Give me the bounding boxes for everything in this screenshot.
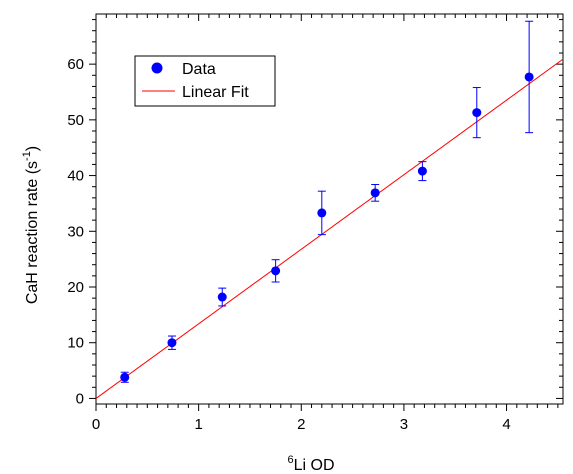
data-marker: [472, 108, 482, 118]
data-point: [167, 335, 177, 350]
data-marker: [524, 72, 534, 82]
data-marker: [120, 372, 130, 382]
data-point: [472, 87, 482, 139]
x-tick-label: 4: [502, 416, 510, 433]
linear-fit-layer: [95, 58, 564, 399]
y-tick-label: 0: [76, 390, 84, 407]
data-marker: [370, 188, 380, 198]
y-tick-label: 10: [67, 335, 84, 352]
data-point: [370, 183, 380, 202]
x-tick-label: 1: [194, 416, 202, 433]
data-point: [524, 20, 534, 134]
data-marker: [271, 266, 281, 276]
data-point: [271, 259, 281, 283]
y-tick-label: 30: [67, 223, 84, 240]
data-point: [417, 161, 427, 182]
y-tick-label: 20: [67, 279, 84, 296]
legend-label-fit: Linear Fit: [182, 84, 249, 101]
legend: Data Linear Fit: [134, 55, 276, 107]
data-marker: [417, 166, 427, 176]
axis-ticks: [89, 14, 563, 411]
x-tick-label: 0: [92, 416, 100, 433]
data-point: [217, 287, 227, 307]
y-axis-title: CaH reaction rate (s-1): [21, 146, 41, 304]
data-point: [120, 371, 130, 383]
data-marker: [167, 338, 177, 348]
y-tick-label: 40: [67, 168, 84, 185]
data-marker: [217, 292, 227, 302]
legend-label-data: Data: [182, 61, 216, 78]
data-marker: [317, 208, 327, 218]
legend-marker-data: [151, 62, 163, 74]
data-points-layer: [120, 20, 534, 383]
y-tick-label: 50: [67, 112, 84, 129]
data-point: [317, 190, 327, 236]
x-tick-label: 3: [400, 416, 408, 433]
x-axis-title: 6Li OD: [287, 454, 334, 474]
x-tick-label: 2: [297, 416, 305, 433]
y-tick-label: 60: [67, 56, 84, 73]
linear-fit-line: [95, 58, 564, 399]
